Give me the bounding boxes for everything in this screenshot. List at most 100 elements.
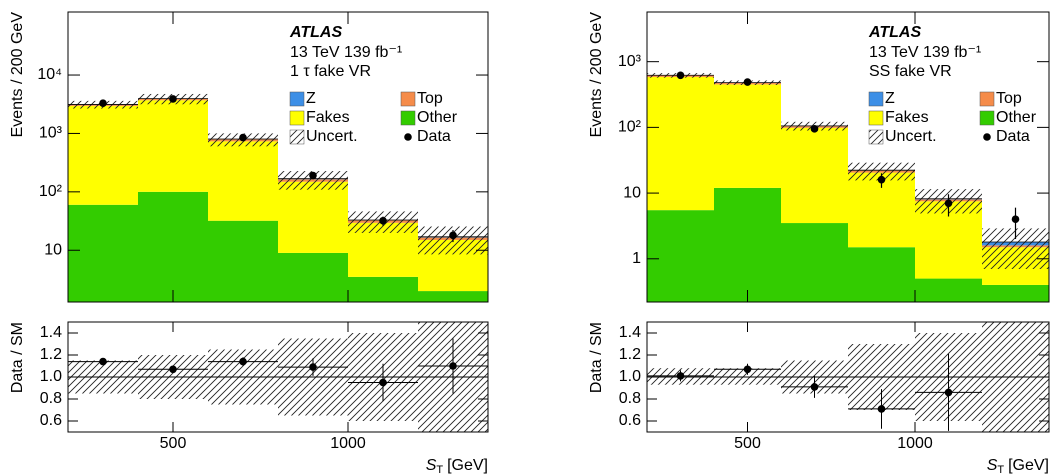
y-tick-label: 10: [623, 184, 641, 201]
ratio-point: [743, 365, 752, 374]
y-tick-label: 10³: [618, 53, 642, 70]
x-tick-label: 1000: [897, 435, 933, 452]
legend-label: Data: [996, 128, 1030, 145]
main-frame: [646, 11, 1050, 303]
stack-segment: [982, 284, 1049, 302]
energy-label: 13 TeV 139 fb⁻¹: [290, 44, 402, 61]
ratio-y-tick-label: 1.2: [619, 346, 641, 363]
x-tick-label: 1000: [330, 435, 366, 452]
data-point: [877, 175, 886, 184]
data-point: [743, 78, 752, 86]
data-point: [1011, 215, 1020, 224]
ratio-y-tick-label: 1.0: [619, 368, 641, 385]
main-frame: [67, 11, 489, 303]
y-tick-label: 10²: [618, 119, 642, 136]
stack-segment: [647, 210, 714, 302]
region-label: SS fake VR: [869, 63, 952, 80]
data-point: [99, 99, 107, 107]
y-axis-label: Events / 200 GeV: [588, 12, 605, 138]
legend-swatch: [400, 91, 416, 107]
ratio-point: [449, 362, 457, 370]
data-point: [810, 125, 819, 133]
ratio-plot: [68, 322, 488, 432]
legend-label: Top: [417, 90, 443, 107]
legend-swatch: [289, 91, 305, 107]
stack-segment: [348, 276, 418, 302]
y-axis-label: Events / 200 GeV: [9, 12, 26, 138]
x-tick-label: 500: [734, 435, 761, 452]
stack-segment: [68, 105, 138, 205]
ratio-y-axis-label: Data / SM: [588, 322, 605, 393]
legend-label: Z: [885, 90, 895, 107]
legend-label: Other: [417, 109, 458, 126]
data-point: [169, 95, 177, 103]
ratio-point: [99, 357, 107, 366]
legend-label: Uncert.: [885, 128, 937, 145]
uncertainty-band: [848, 162, 915, 181]
ratio-y-axis-label: Data / SM: [9, 322, 26, 393]
legend-swatch: [868, 129, 884, 145]
energy-label: 13 TeV 139 fb⁻¹: [869, 44, 981, 61]
main-plot: [647, 71, 1049, 302]
ratio-y-tick-label: 1.0: [40, 368, 62, 385]
stack-segment: [208, 141, 278, 221]
legend-label: Other: [996, 109, 1037, 126]
stack-segment: [781, 127, 848, 224]
ratio-point: [877, 405, 886, 413]
ratio-y-tick-label: 1.2: [40, 346, 62, 363]
x-label-symbol: S: [987, 457, 998, 474]
data-point: [676, 71, 685, 80]
ratio-point: [379, 378, 387, 387]
data-point: [944, 199, 953, 208]
y-tick-label: 10⁴: [37, 66, 62, 83]
region-label: 1 τ fake VR: [290, 63, 371, 80]
legend-swatch: [868, 110, 884, 126]
stack-segment: [138, 100, 208, 192]
data-point: [239, 133, 247, 142]
stack-segment: [68, 204, 138, 302]
ratio-point: [676, 372, 685, 380]
stack-segment: [138, 191, 208, 302]
stack-segment: [781, 223, 848, 302]
ratio-y-tick-label: 0.6: [40, 412, 62, 429]
y-tick-label: 10²: [39, 183, 63, 200]
stack-segment: [278, 252, 348, 302]
ratio-y-tick-label: 0.8: [40, 390, 62, 407]
experiment-label: ATLAS: [868, 24, 921, 41]
legend-label: Fakes: [885, 109, 929, 126]
x-label-unit: [GeV]: [1008, 457, 1049, 474]
legend-swatch: [400, 110, 416, 126]
x-axis-label: ST [GeV]: [426, 457, 488, 475]
data-point: [379, 216, 387, 225]
ratio-point: [239, 357, 247, 366]
legend-label: Z: [306, 90, 316, 107]
x-label-unit: [GeV]: [447, 457, 488, 474]
legend-swatch: [979, 110, 995, 126]
ratio-plot: [647, 322, 1049, 432]
stack-segment: [714, 84, 781, 188]
legend-swatch: [979, 91, 995, 107]
legend-marker: [983, 133, 991, 141]
legend-swatch: [289, 110, 305, 126]
x-axis-label: ST [GeV]: [987, 457, 1049, 475]
main-plot: [68, 93, 488, 302]
ratio-point: [309, 363, 317, 371]
x-label-symbol: S: [426, 457, 437, 474]
legend-label: Fakes: [306, 109, 350, 126]
legend-label: Top: [996, 90, 1022, 107]
legend-marker: [404, 133, 412, 141]
x-tick-label: 500: [160, 435, 187, 452]
ratio-point: [810, 383, 819, 391]
ratio-y-tick-label: 0.8: [619, 390, 641, 407]
ratio-y-tick-label: 0.6: [619, 412, 641, 429]
stack-segment: [278, 181, 348, 253]
stack-segment: [647, 76, 714, 211]
ratio-y-tick-label: 1.4: [619, 324, 641, 341]
legend-swatch: [289, 129, 305, 145]
stack-segment: [848, 247, 915, 302]
stack-segment: [915, 278, 982, 302]
x-label-subscript: T: [436, 464, 443, 475]
ratio-point: [944, 388, 953, 397]
ratio-y-tick-label: 1.4: [40, 324, 62, 341]
